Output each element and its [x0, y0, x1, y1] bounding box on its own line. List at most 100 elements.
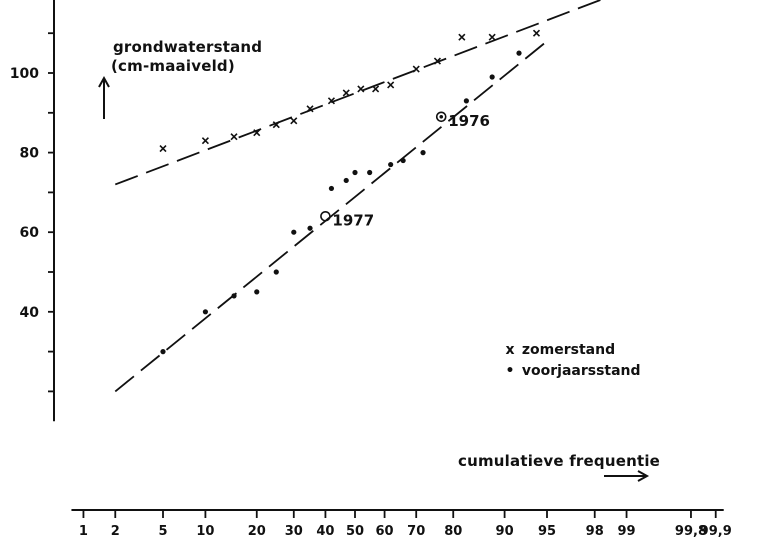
ylabel-arrow-head [98, 75, 110, 88]
point-stroke [372, 85, 380, 93]
annotation-label-1976: 1976 [448, 112, 490, 130]
point-voorjaarsstand [202, 309, 209, 315]
point-stroke [230, 133, 238, 141]
x-tick-label: 5 [158, 524, 167, 538]
point-zomerstand [201, 137, 209, 145]
point-stroke [387, 81, 395, 89]
point-stroke [342, 89, 350, 97]
y-tick-label: 80 [20, 146, 40, 162]
point-voorjaarsstand [516, 50, 522, 56]
point-voorjaarsstand [463, 98, 469, 104]
point-voorjaarsstand [231, 293, 237, 299]
annotation-dot [439, 114, 444, 119]
point-voorjaarsstand [291, 229, 297, 235]
point-stroke [306, 105, 314, 113]
point-zomerstand [253, 129, 261, 137]
point-stroke [253, 129, 261, 137]
x-tick-label: 99 [618, 524, 636, 538]
point-zomerstand [372, 85, 380, 93]
trend-line-voorjaarsstand [114, 40, 548, 393]
annotation-circle-1977 [320, 210, 331, 222]
x-tick-label: 90 [496, 524, 514, 538]
xlabel-arrow-head [637, 470, 650, 482]
point-zomerstand [272, 121, 280, 129]
annotations: 197719761976 [320, 111, 490, 229]
y-axis-label-line2: (cm-maaiveld) [111, 57, 235, 75]
trend-lines [114, 0, 603, 393]
point-voorjaarsstand [352, 169, 358, 176]
point-zomerstand [230, 133, 238, 141]
point-zomerstand [306, 105, 314, 113]
y-axis-label-line1: grondwaterstand [113, 38, 263, 56]
legend-marker-x: x [505, 342, 515, 358]
point-stroke [327, 97, 335, 105]
x-ticks: 1 2 5 10 20 30 40 50 60 70 80 90 95 98 99 99,899,9 [79, 510, 732, 538]
y-tick-label: 120 [10, 0, 39, 2]
x-tick-label: 50 [346, 524, 364, 538]
x-tick-label: 40 [316, 524, 334, 538]
point-voorjaarsstand [160, 349, 166, 355]
point-zomerstand [532, 29, 541, 37]
point-stroke [532, 29, 541, 37]
y-ticks: 40 60 80 100 120 [10, 0, 54, 393]
legend: x zomerstand • voorjaarsstand [503, 340, 641, 382]
x-tick-label: 60 [376, 524, 394, 538]
point-zomerstand [387, 81, 395, 89]
point-voorjaarsstand [367, 169, 373, 176]
data-points [159, 29, 541, 355]
x-tick-label: 95 [538, 524, 556, 538]
x-tick-label: 20 [248, 524, 266, 538]
y-tick-label: 100 [10, 66, 39, 82]
point-voorjaarsstand [254, 289, 260, 295]
point-stroke [458, 33, 466, 41]
point-zomerstand [488, 33, 496, 41]
y-tick-label: 60 [20, 225, 40, 241]
point-voorjaarsstand [400, 157, 406, 164]
point-voorjaarsstand [388, 161, 394, 168]
point-stroke [357, 85, 365, 93]
legend-label-voorjaarsstand: voorjaarsstand [521, 363, 641, 379]
point-voorjaarsstand [273, 269, 279, 275]
point-voorjaarsstand [343, 177, 349, 184]
point-zomerstand [433, 57, 442, 65]
point-zomerstand [290, 117, 298, 125]
trend-line-zomerstand [114, 0, 603, 186]
point-voorjaarsstand [489, 74, 495, 80]
annotation-circle-1976 [435, 111, 447, 123]
point-stroke [488, 33, 496, 41]
x-tick-label: 10 [196, 524, 214, 538]
x-tick-label: 30 [285, 524, 303, 538]
point-voorjaarsstand [420, 150, 426, 156]
axis-arrows [98, 75, 650, 482]
point-zomerstand [357, 85, 365, 93]
point-stroke [290, 117, 298, 125]
point-zomerstand [342, 89, 350, 97]
y-tick-label: 40 [20, 305, 40, 321]
x-tick-label: 80 [444, 524, 462, 538]
point-zomerstand [327, 97, 335, 105]
legend-item-zomerstand: x zomerstand [503, 340, 641, 361]
point-zomerstand [159, 145, 167, 153]
legend-item-voorjaarsstand: • voorjaarsstand [503, 361, 641, 382]
axes [53, 0, 724, 511]
x-tick-label: 98 [586, 524, 604, 538]
legend-marker-dot: • [505, 363, 515, 379]
point-stroke [412, 65, 420, 73]
point-voorjaarsstand [307, 225, 313, 231]
point-voorjaarsstand [328, 185, 335, 192]
x-tick-label: 99,8 [675, 524, 707, 538]
point-zomerstand [458, 33, 466, 41]
point-stroke [272, 121, 280, 129]
point-stroke [159, 145, 167, 153]
annotation-label-1977: 1977 [332, 211, 374, 229]
point-stroke [433, 57, 442, 65]
point-stroke [201, 137, 209, 145]
point-zomerstand [412, 65, 420, 73]
x-tick-label: 70 [407, 524, 425, 538]
x-tick-label: 1 [79, 524, 88, 538]
x-tick-label: 99,9 [700, 524, 732, 538]
x-tick-label: 2 [111, 524, 120, 538]
legend-label-zomerstand: zomerstand [521, 342, 616, 358]
x-axis-label: cumulatieve frequentie [458, 452, 661, 470]
